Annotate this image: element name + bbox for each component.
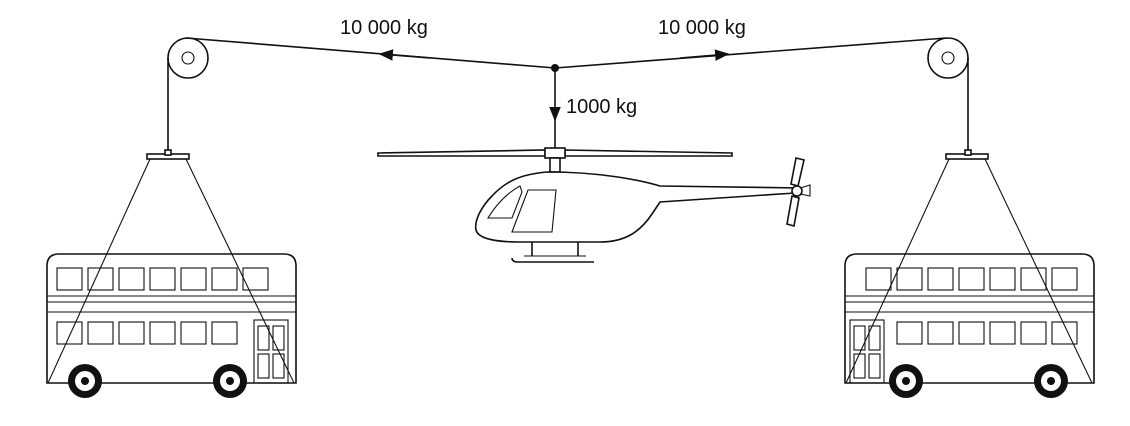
right-bus-lower-windows bbox=[896, 321, 1078, 345]
cockpit-window bbox=[487, 185, 523, 219]
right-bus-door bbox=[849, 319, 885, 384]
tail-rotor bbox=[786, 157, 811, 228]
rotor-hub bbox=[544, 147, 566, 159]
left-bus bbox=[46, 149, 297, 398]
left-bus-wheel-rear bbox=[213, 364, 247, 398]
right-pulley bbox=[927, 37, 969, 79]
weight-label: 1000 kg bbox=[566, 96, 637, 118]
fuselage bbox=[474, 171, 802, 243]
left-bus-lower-windows bbox=[56, 321, 238, 345]
right-bus-upper-windows bbox=[865, 267, 1078, 291]
right-bus-wheel-rear bbox=[1034, 364, 1068, 398]
tension-arrow-right bbox=[679, 49, 730, 61]
left-bus-wheel-front bbox=[68, 364, 102, 398]
rope-right bbox=[554, 37, 947, 69]
landing-skids bbox=[511, 242, 594, 263]
main-rotor bbox=[377, 149, 546, 157]
right-bus-wheel-front bbox=[889, 364, 923, 398]
left-bus-upper-windows bbox=[56, 267, 269, 291]
right-bus bbox=[844, 149, 1095, 398]
helicopter bbox=[377, 147, 811, 263]
right-bus-body bbox=[844, 253, 1095, 384]
left-bus-body bbox=[46, 253, 297, 384]
tension-label-left: 10 000 kg bbox=[340, 17, 428, 39]
rope-system bbox=[167, 37, 969, 150]
left-pulley bbox=[167, 37, 209, 79]
tension-label-right: 10 000 kg bbox=[658, 17, 746, 39]
rope-left bbox=[185, 37, 556, 69]
left-bus-door bbox=[253, 319, 289, 384]
tension-arrow-left bbox=[378, 49, 431, 61]
